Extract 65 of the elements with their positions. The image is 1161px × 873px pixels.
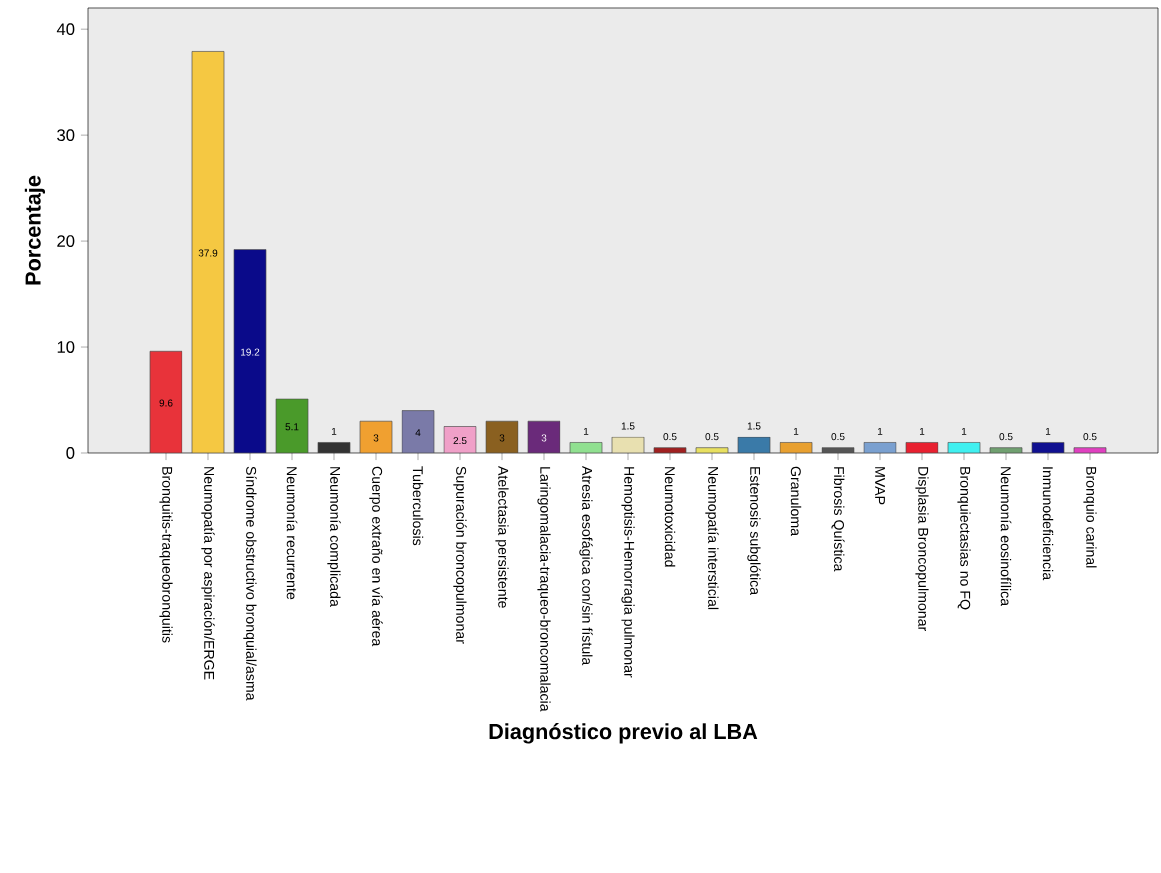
data-label: 2.5: [453, 437, 467, 445]
data-label: 1: [1045, 427, 1051, 435]
bar: [779, 442, 813, 453]
x-tick-label: Granuloma: [790, 466, 802, 537]
bar: [149, 350, 183, 453]
data-label: 3: [541, 434, 547, 442]
x-tick-label: MVAP: [875, 467, 885, 505]
y-tick-label: 0: [66, 447, 75, 459]
x-tick-label: Tuberculosis: [412, 466, 424, 546]
data-label: 3: [499, 434, 505, 442]
bar: [275, 398, 309, 453]
x-tick-label: Neumopatía intersticial: [705, 467, 719, 610]
x-tick-label: Displasia Broncopulmonar: [915, 467, 929, 632]
bar: [527, 420, 561, 453]
x-tick-label: Bronquitis-traqueobronquitis: [159, 467, 173, 643]
data-label: 4: [415, 429, 421, 437]
x-tick-label: Atresia esofágica con/sin fístula: [579, 466, 593, 666]
bar: [821, 447, 855, 453]
y-axis-title: Porcentaje: [24, 175, 46, 285]
x-tick-label: Estenosis subglótica: [747, 467, 761, 596]
x-tick-label: Laringomalacia-traqueo-broncomalacia: [537, 467, 551, 712]
data-label: 1: [331, 427, 337, 435]
x-tick-label: Atelectasia persistente: [495, 466, 509, 608]
x-axis-title: Diagnóstico previo al LBA: [489, 723, 758, 744]
x-tick-label: Hemoptisis-Hemorragia pulmonar: [621, 467, 635, 678]
x-tick-label: Neumotoxicidad: [664, 467, 676, 567]
data-label: 19.2: [241, 348, 260, 356]
bar: [905, 442, 939, 453]
bar: [1031, 442, 1065, 453]
y-tick-label: 20: [57, 235, 75, 247]
data-label: 3: [373, 434, 379, 442]
data-label: 5.1: [285, 423, 299, 431]
data-label: 9.6: [159, 399, 173, 407]
bar: [653, 447, 687, 453]
data-label: 0.5: [999, 433, 1013, 441]
data-label: 37.9: [198, 249, 218, 257]
x-tick-label: Neumonía eosinofílica: [1000, 467, 1012, 607]
y-tick-label: 30: [57, 129, 75, 142]
data-label: 0.5: [831, 433, 845, 441]
x-tick-label: Cuerpo extraño en vía aérea: [369, 466, 383, 647]
x-tick-label: Síndrome obstructivo bronquial/asma: [243, 466, 257, 701]
data-label: 0.5: [705, 433, 719, 441]
x-tick-label: Fibrosis Quística: [831, 467, 845, 572]
data-label: 1.5: [747, 422, 761, 430]
x-tick-label: Supuración broncopulmonar: [453, 466, 467, 644]
y-tick-label: 10: [57, 341, 75, 353]
bar: [443, 426, 477, 453]
x-tick-label: Neumonía complicada: [327, 467, 341, 607]
data-label: 1: [961, 427, 967, 435]
data-label: 0.5: [663, 433, 677, 441]
bar: [401, 410, 435, 453]
data-label: 1: [877, 427, 883, 435]
data-label: 0.5: [1083, 433, 1097, 441]
y-tick-label: 40: [56, 23, 75, 36]
x-tick-label: Neumopatía por aspiración/ERGE: [201, 467, 215, 680]
data-label: 1: [583, 427, 589, 435]
data-label: 1: [793, 427, 799, 435]
data-label: 1.5: [621, 422, 635, 430]
bar: [863, 442, 897, 453]
data-label: 1: [919, 427, 925, 435]
x-tick-label: Bronquiectasias no FQ: [957, 467, 971, 610]
bar: [485, 420, 519, 453]
x-tick-label: Inmunodeficiencia: [1042, 467, 1054, 581]
x-tick-label: Neumonía recurrente: [286, 467, 298, 600]
x-tick-label: Bronquio carinal: [1083, 467, 1097, 568]
